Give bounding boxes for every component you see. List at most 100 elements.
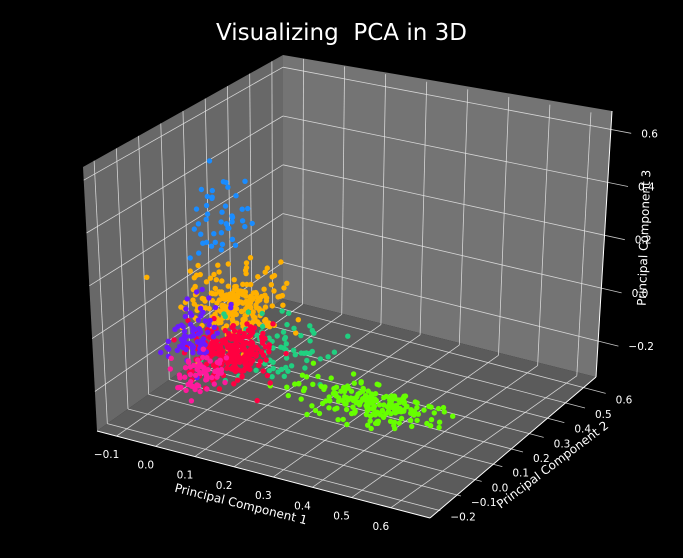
scatter-point: [259, 323, 266, 330]
scatter-point: [412, 399, 418, 405]
scatter-point: [249, 220, 255, 227]
scatter-point: [270, 365, 276, 372]
scatter-point: [424, 420, 430, 427]
grid-lines: [83, 58, 632, 519]
scatter-point: [219, 241, 226, 247]
scatter-point: [210, 334, 217, 340]
scatter-point: [222, 313, 228, 320]
scatter-point: [198, 186, 205, 193]
scatter-point: [239, 345, 246, 351]
scatter-point: [303, 374, 310, 380]
scatter-point: [271, 288, 277, 294]
scatter-point: [190, 297, 196, 303]
scatter-point: [436, 419, 443, 425]
y-grid-floor: [127, 408, 462, 497]
scatter-point: [206, 295, 212, 301]
scatter-point: [309, 327, 315, 334]
scatter-point: [263, 316, 269, 323]
scatter-point: [216, 269, 222, 275]
scatter-point: [248, 281, 254, 288]
scatter-point: [302, 365, 308, 371]
scatter-point: [167, 366, 173, 372]
scatter-point: [184, 296, 190, 302]
scatter-point: [450, 413, 456, 419]
x-grid-back: [537, 104, 551, 366]
scatter-point: [204, 373, 210, 379]
scatter-point: [234, 300, 241, 307]
scatter-point: [218, 349, 225, 355]
scatter-point: [183, 346, 189, 353]
scatter-point: [177, 375, 183, 381]
scatter-point: [219, 302, 225, 308]
scatter-point: [229, 324, 235, 331]
x-tick-label: 0.4: [294, 500, 311, 512]
scatter-point: [229, 309, 236, 316]
scatter-point: [233, 337, 239, 343]
scatter-point: [389, 393, 395, 399]
scatter-point: [192, 372, 199, 378]
scatter-point: [354, 394, 360, 400]
scatter-point: [296, 381, 302, 387]
z-tick-label: −0.2: [628, 341, 654, 353]
scatter-point: [421, 407, 427, 413]
scatter-point: [403, 404, 410, 410]
scatter-point: [315, 373, 321, 380]
y-tick-label: 0.6: [616, 394, 633, 406]
scatter-point: [211, 363, 218, 369]
scatter-point: [241, 341, 248, 347]
back-wall-pane: [283, 55, 612, 377]
scatter-point: [388, 404, 395, 410]
scatter-point: [216, 386, 223, 392]
scatter-point: [331, 349, 338, 355]
scatter-point: [230, 348, 236, 354]
scatter-point: [210, 290, 216, 297]
scatter-point: [211, 271, 217, 278]
scatter-point: [342, 401, 348, 407]
scatter-point: [379, 407, 386, 414]
y-tick-label: −0.2: [450, 512, 476, 524]
scatter-point: [352, 407, 358, 414]
y-tick-label: 0.5: [595, 409, 612, 421]
scatter-point: [174, 347, 180, 354]
scatter-point: [188, 379, 194, 385]
scatter-point: [319, 400, 326, 407]
scatter-point: [257, 358, 264, 364]
scatter-point: [343, 406, 350, 413]
scatter-point: [182, 365, 189, 371]
scatter-point: [205, 367, 211, 373]
scatter-point: [212, 285, 218, 292]
data-points: [144, 158, 456, 432]
y-tick-label: 0.4: [574, 424, 591, 436]
scatter-point: [228, 301, 234, 308]
scatter-point: [219, 209, 225, 215]
y-grid-left: [93, 160, 108, 424]
scatter-point: [200, 346, 206, 352]
scatter-point: [239, 308, 245, 314]
scatter-point: [254, 346, 260, 352]
scatter-point: [256, 305, 262, 312]
scatter-point: [258, 349, 265, 355]
scatter-point: [205, 329, 211, 335]
scatter-point: [187, 255, 193, 261]
scatter-point: [261, 286, 267, 292]
scatter-point: [407, 417, 414, 424]
scatter-point: [197, 305, 204, 311]
scatter-point: [370, 411, 376, 418]
scatter-point: [362, 393, 369, 399]
scatter-point: [281, 285, 287, 291]
scatter-point: [200, 309, 206, 315]
scatter-point: [367, 398, 374, 404]
scatter-point: [246, 334, 252, 340]
scatter-point: [232, 242, 239, 248]
scatter-point: [225, 184, 231, 190]
y-tick-label: −0.1: [471, 497, 497, 509]
scatter-point: [191, 332, 197, 339]
scatter-point: [253, 289, 259, 296]
z-grid-left: [89, 164, 284, 287]
scatter-point: [188, 398, 195, 404]
scatter-point: [198, 231, 204, 237]
z-grid-back: [282, 164, 625, 241]
scatter-point: [436, 424, 442, 431]
scatter-point: [244, 321, 250, 327]
scatter-point: [316, 410, 323, 417]
